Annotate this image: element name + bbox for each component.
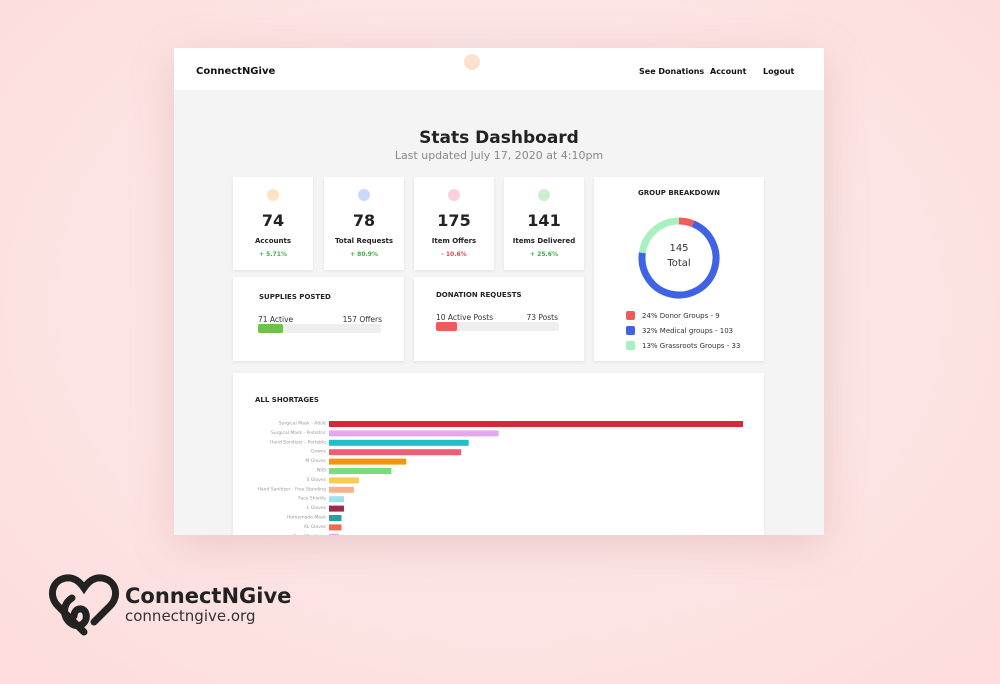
chart-title: ALL SHORTAGES <box>255 396 319 404</box>
progress-right: 73 Posts <box>526 313 558 322</box>
legend-swatch <box>626 341 635 350</box>
y-tick-label: L Gloves <box>307 505 327 511</box>
y-tick-label: Hand Sanitizer - Free Standing <box>257 486 326 492</box>
stat-change: - 10.6% <box>441 251 467 258</box>
y-tick-label: N95 <box>317 468 326 474</box>
stat-change: + 25.6% <box>530 251 558 258</box>
progress-track <box>258 324 381 333</box>
bar <box>329 430 499 437</box>
y-tick-label: S Gloves <box>306 477 326 483</box>
bar <box>329 421 744 427</box>
y-tick-label: Hand Sanitizer <box>293 533 326 535</box>
progress-left: 71 Active <box>258 315 294 324</box>
donut-segment <box>638 217 680 254</box>
bar <box>329 449 462 456</box>
y-tick-label: Surgical Mask - Adult <box>279 421 327 427</box>
shortages-card: ALL SHORTAGES Surgical Mask - Adult Surgi… <box>233 373 764 535</box>
stat-card: 141 Items Delivered + 25.6% <box>504 177 584 270</box>
stat-card: 74 Accounts + 5.71% <box>233 177 313 270</box>
donations-card: DONATION REQUESTS 10 Active Posts 73 Pos… <box>414 277 584 361</box>
stat-label: Total Requests <box>334 237 394 245</box>
stat-label: Items Delivered <box>512 237 576 245</box>
progress-right: 157 Offers <box>342 315 382 324</box>
donut-segment <box>678 217 695 228</box>
footer-brand: ConnectNGive <box>125 584 292 608</box>
progress-fill <box>258 324 283 333</box>
nav-link[interactable]: Account <box>710 67 747 76</box>
y-tick-label: M Gloves <box>305 458 326 464</box>
nav-link[interactable]: Logout <box>763 67 795 76</box>
bar <box>329 505 344 512</box>
y-tick-label: Hand Sanitizer - Portable <box>270 439 326 445</box>
bar <box>329 533 339 535</box>
stat-icon <box>538 189 550 201</box>
stat-label: Item Offers <box>431 237 477 245</box>
y-tick-label: Gowns <box>311 449 327 455</box>
page-subtitle: Last updated July 17, 2020 at 4:10pm <box>394 149 604 162</box>
app-window: ConnectNGive See Donations Account Logou… <box>174 48 824 535</box>
progress-fill <box>436 322 457 331</box>
stat-value: 74 <box>261 211 285 230</box>
bar <box>329 439 469 446</box>
bar <box>329 486 354 493</box>
legend-swatch <box>626 326 635 335</box>
stat-icon <box>358 189 370 201</box>
card-title: SUPPLIES POSTED <box>259 293 331 301</box>
brand[interactable]: ConnectNGive <box>196 66 276 77</box>
stat-value: 175 <box>437 211 471 230</box>
stat-value: 141 <box>527 211 561 230</box>
legend-label: 32% Medical groups - 103 <box>642 327 734 335</box>
donut-segment <box>638 220 720 299</box>
y-tick-label: XL Gloves <box>304 524 327 530</box>
footer-url: connectngive.org <box>125 607 256 625</box>
donut-chart: 145 Total <box>638 217 720 299</box>
stat-change: + 80.9% <box>350 251 378 258</box>
group-breakdown-card: GROUP BREAKDOWN 145 Total 24% Donor Grou… <box>594 177 764 361</box>
legend-swatch <box>626 311 635 320</box>
legend-label: 13% Grassroots Groups - 33 <box>642 342 741 350</box>
nav-bar: ConnectNGive See Donations Account Logou… <box>174 48 824 90</box>
avatar-dot <box>464 54 480 70</box>
stat-value: 78 <box>352 211 376 230</box>
y-tick-label: Homemade Mask <box>287 515 326 521</box>
y-tick-label: Surgical Mask - Pediatric <box>271 430 327 436</box>
progress-track <box>436 322 559 331</box>
y-tick-label: Face Shields <box>298 496 326 502</box>
page-title: Stats Dashboard <box>419 128 579 148</box>
bar <box>329 458 407 465</box>
stat-icon <box>448 189 460 201</box>
stat-icon <box>267 189 279 201</box>
bar <box>329 524 342 531</box>
progress-left: 10 Active Posts <box>436 313 494 322</box>
legend-label: 24% Donor Groups - 9 <box>642 312 720 320</box>
bar <box>329 496 344 503</box>
card-title: GROUP BREAKDOWN <box>637 189 721 197</box>
stat-card: 175 Item Offers - 10.6% <box>414 177 494 270</box>
stat-label: Accounts <box>254 237 291 245</box>
bar <box>329 515 342 521</box>
donut-total: 145 <box>669 243 688 254</box>
stat-change: + 5.71% <box>259 251 287 258</box>
logo-icon <box>48 574 120 636</box>
nav-link[interactable]: See Donations <box>639 67 705 76</box>
bar <box>329 468 392 474</box>
shortages-chart: Surgical Mask - Adult Surgical Mask - Ped… <box>257 421 744 535</box>
supplies-card: SUPPLIES POSTED 71 Active 157 Offers <box>233 277 404 361</box>
bar <box>329 477 359 484</box>
donut-total-label: Total <box>666 258 690 269</box>
card-title: DONATION REQUESTS <box>436 291 522 299</box>
stat-card: 78 Total Requests + 80.9% <box>324 177 404 270</box>
